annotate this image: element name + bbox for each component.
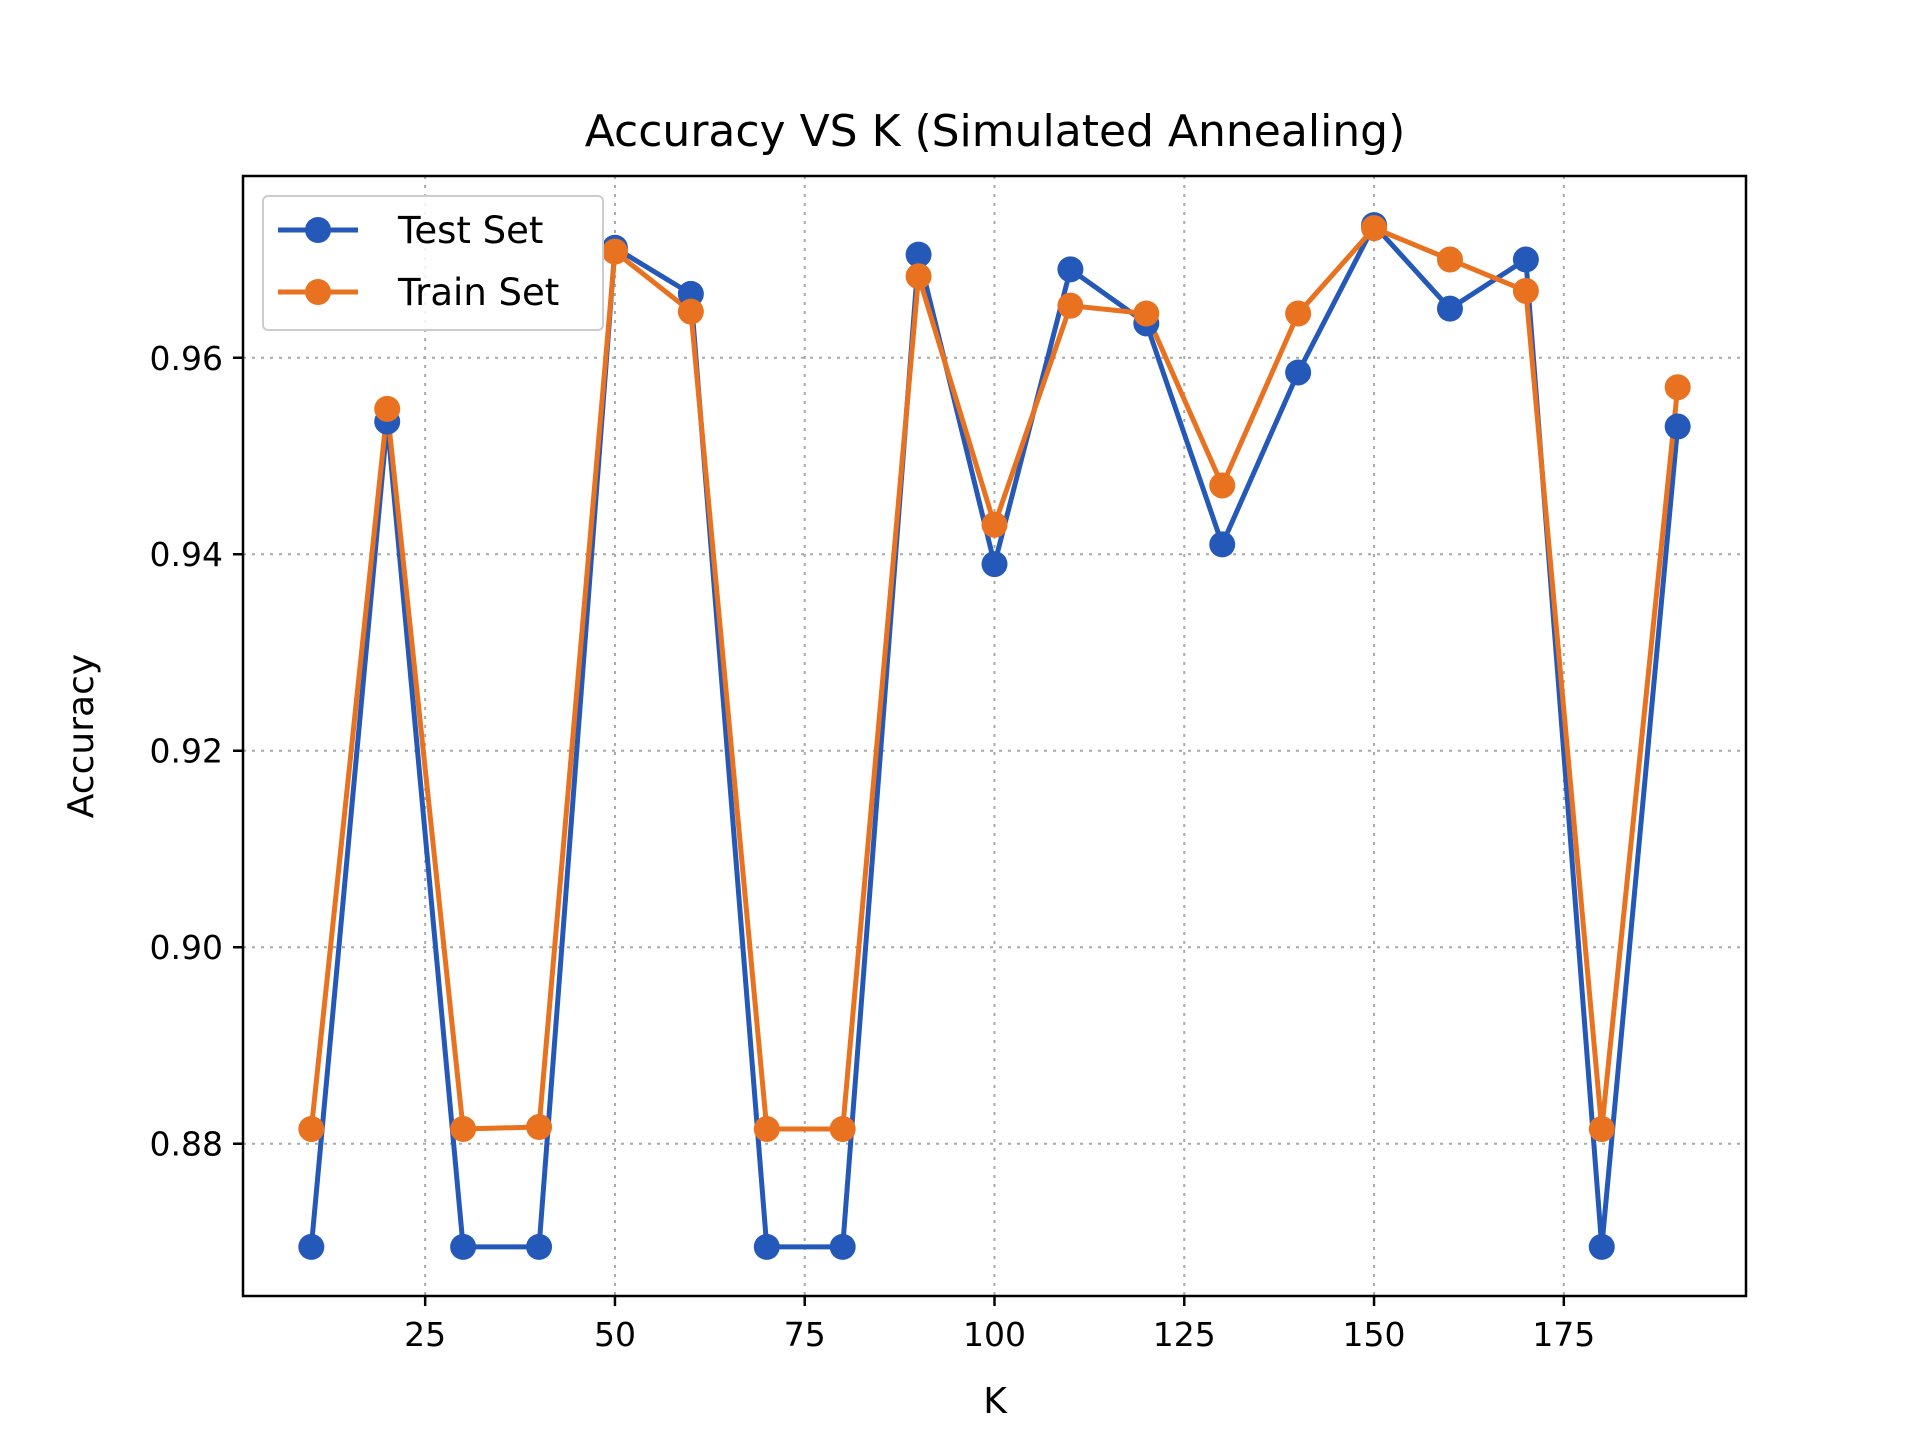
train-set-point bbox=[677, 298, 704, 325]
train-set-point bbox=[1285, 300, 1312, 327]
train-set-point bbox=[374, 395, 401, 422]
y-tick-label: 0.92 bbox=[150, 732, 223, 771]
legend-train-set-swatch-marker bbox=[305, 279, 331, 305]
series-points bbox=[298, 212, 1691, 1260]
train-set-point bbox=[526, 1114, 553, 1141]
train-set-point bbox=[1512, 277, 1539, 304]
train-set-point bbox=[753, 1115, 780, 1142]
legend-test-set-label: Test Set bbox=[397, 209, 543, 252]
train-set-point bbox=[981, 511, 1008, 538]
y-axis-label: Accuracy bbox=[61, 654, 102, 818]
train-set-point bbox=[298, 1115, 325, 1142]
train-set-point bbox=[601, 238, 628, 265]
test-set-point bbox=[1057, 256, 1084, 283]
train-set-point bbox=[450, 1115, 477, 1142]
y-tick-label: 0.88 bbox=[150, 1125, 223, 1164]
y-tick-label: 0.96 bbox=[150, 339, 223, 378]
test-set-point bbox=[829, 1233, 856, 1260]
train-set-point bbox=[1664, 374, 1691, 401]
test-set-point bbox=[1436, 295, 1463, 322]
test-set-point bbox=[981, 551, 1008, 578]
test-set-point bbox=[1209, 531, 1236, 558]
train-set-point bbox=[1209, 472, 1236, 499]
train-set-point bbox=[1436, 246, 1463, 273]
test-set-point bbox=[450, 1233, 477, 1260]
x-tick-label: 75 bbox=[784, 1315, 826, 1354]
y-tick-label: 0.94 bbox=[150, 535, 223, 574]
legend-test-set-swatch-marker bbox=[305, 217, 331, 243]
y-axis-ticks: 0.88 0.90 0.92 0.94 0.96 bbox=[150, 339, 243, 1164]
train-set-point bbox=[1361, 215, 1388, 242]
train-set-point bbox=[905, 263, 932, 290]
legend: Test Set Train Set bbox=[262, 195, 604, 331]
y-tick-label: 0.90 bbox=[150, 928, 223, 967]
x-tick-label: 100 bbox=[963, 1315, 1026, 1354]
test-set-point bbox=[526, 1233, 553, 1260]
test-set-point bbox=[1512, 246, 1539, 273]
train-set-point bbox=[1057, 292, 1084, 319]
x-tick-label: 50 bbox=[594, 1315, 636, 1354]
train-set-point bbox=[1133, 300, 1160, 327]
test-set-point bbox=[1588, 1233, 1615, 1260]
train-set-point bbox=[1588, 1115, 1615, 1142]
x-tick-label: 125 bbox=[1153, 1315, 1216, 1354]
test-set-point bbox=[1664, 413, 1691, 440]
x-axis-ticks: 25 50 75 100 125 150 175 bbox=[404, 1296, 1595, 1354]
legend-train-set-label: Train Set bbox=[397, 271, 559, 314]
test-set-point bbox=[298, 1233, 325, 1260]
x-tick-label: 25 bbox=[404, 1315, 446, 1354]
train-set-point bbox=[829, 1115, 856, 1142]
test-set-point bbox=[1285, 359, 1312, 386]
test-set-point bbox=[753, 1233, 780, 1260]
x-axis-label: K bbox=[983, 1381, 1008, 1422]
test-set-point bbox=[905, 241, 932, 268]
x-tick-label: 175 bbox=[1532, 1315, 1595, 1354]
x-tick-label: 150 bbox=[1343, 1315, 1406, 1354]
chart-title: Accuracy VS K (Simulated Annealing) bbox=[585, 106, 1406, 157]
